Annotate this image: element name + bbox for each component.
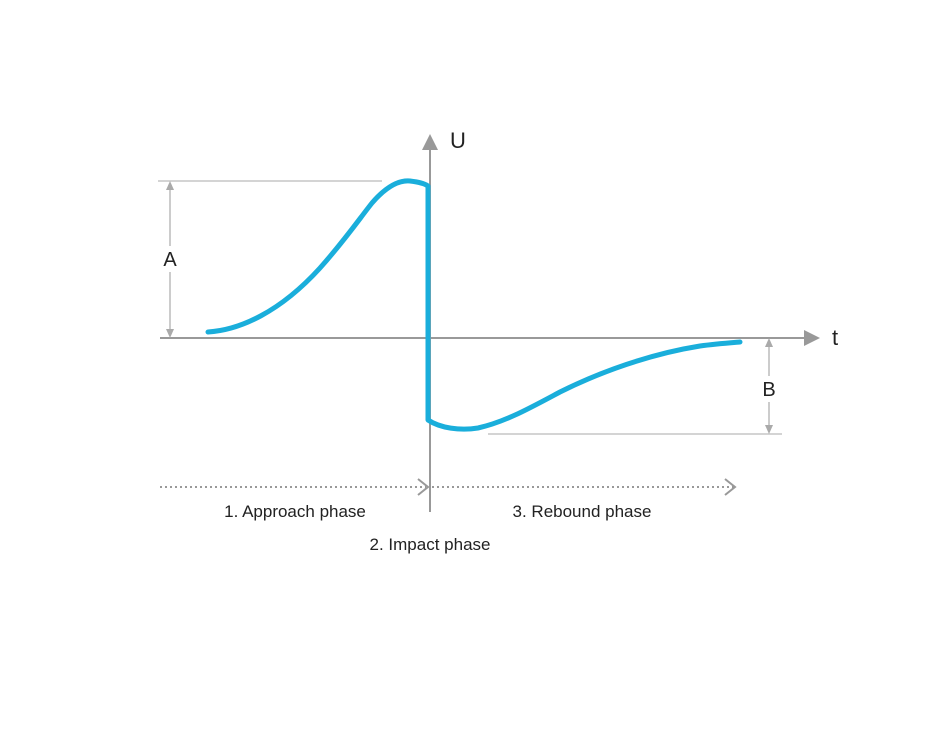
dimension-b-arrow-top [765, 338, 773, 347]
approach-phase-label: 1. Approach phase [224, 502, 366, 521]
impact-phase-label: 2. Impact phase [370, 535, 491, 554]
y-axis-label: U [450, 128, 466, 153]
dimension-b-arrow-bottom [765, 425, 773, 434]
x-axis-arrowhead [804, 330, 820, 346]
rebound-phase-label: 3. Rebound phase [513, 502, 652, 521]
dimension-a-label: A [163, 249, 177, 271]
dimension-a-arrow-top [166, 181, 174, 190]
dimension-b-label-bg [759, 376, 779, 402]
y-axis-arrowhead [422, 134, 438, 150]
rebound-phase-arrowhead [724, 478, 737, 496]
dimension-a-label-bg [160, 246, 180, 272]
dimension-a-arrow-bottom [166, 329, 174, 338]
x-axis-label: t [832, 325, 838, 350]
dimension-b-label: B [762, 379, 775, 401]
approach-phase-arrowhead [417, 478, 430, 496]
signal-curve [205, 178, 743, 432]
